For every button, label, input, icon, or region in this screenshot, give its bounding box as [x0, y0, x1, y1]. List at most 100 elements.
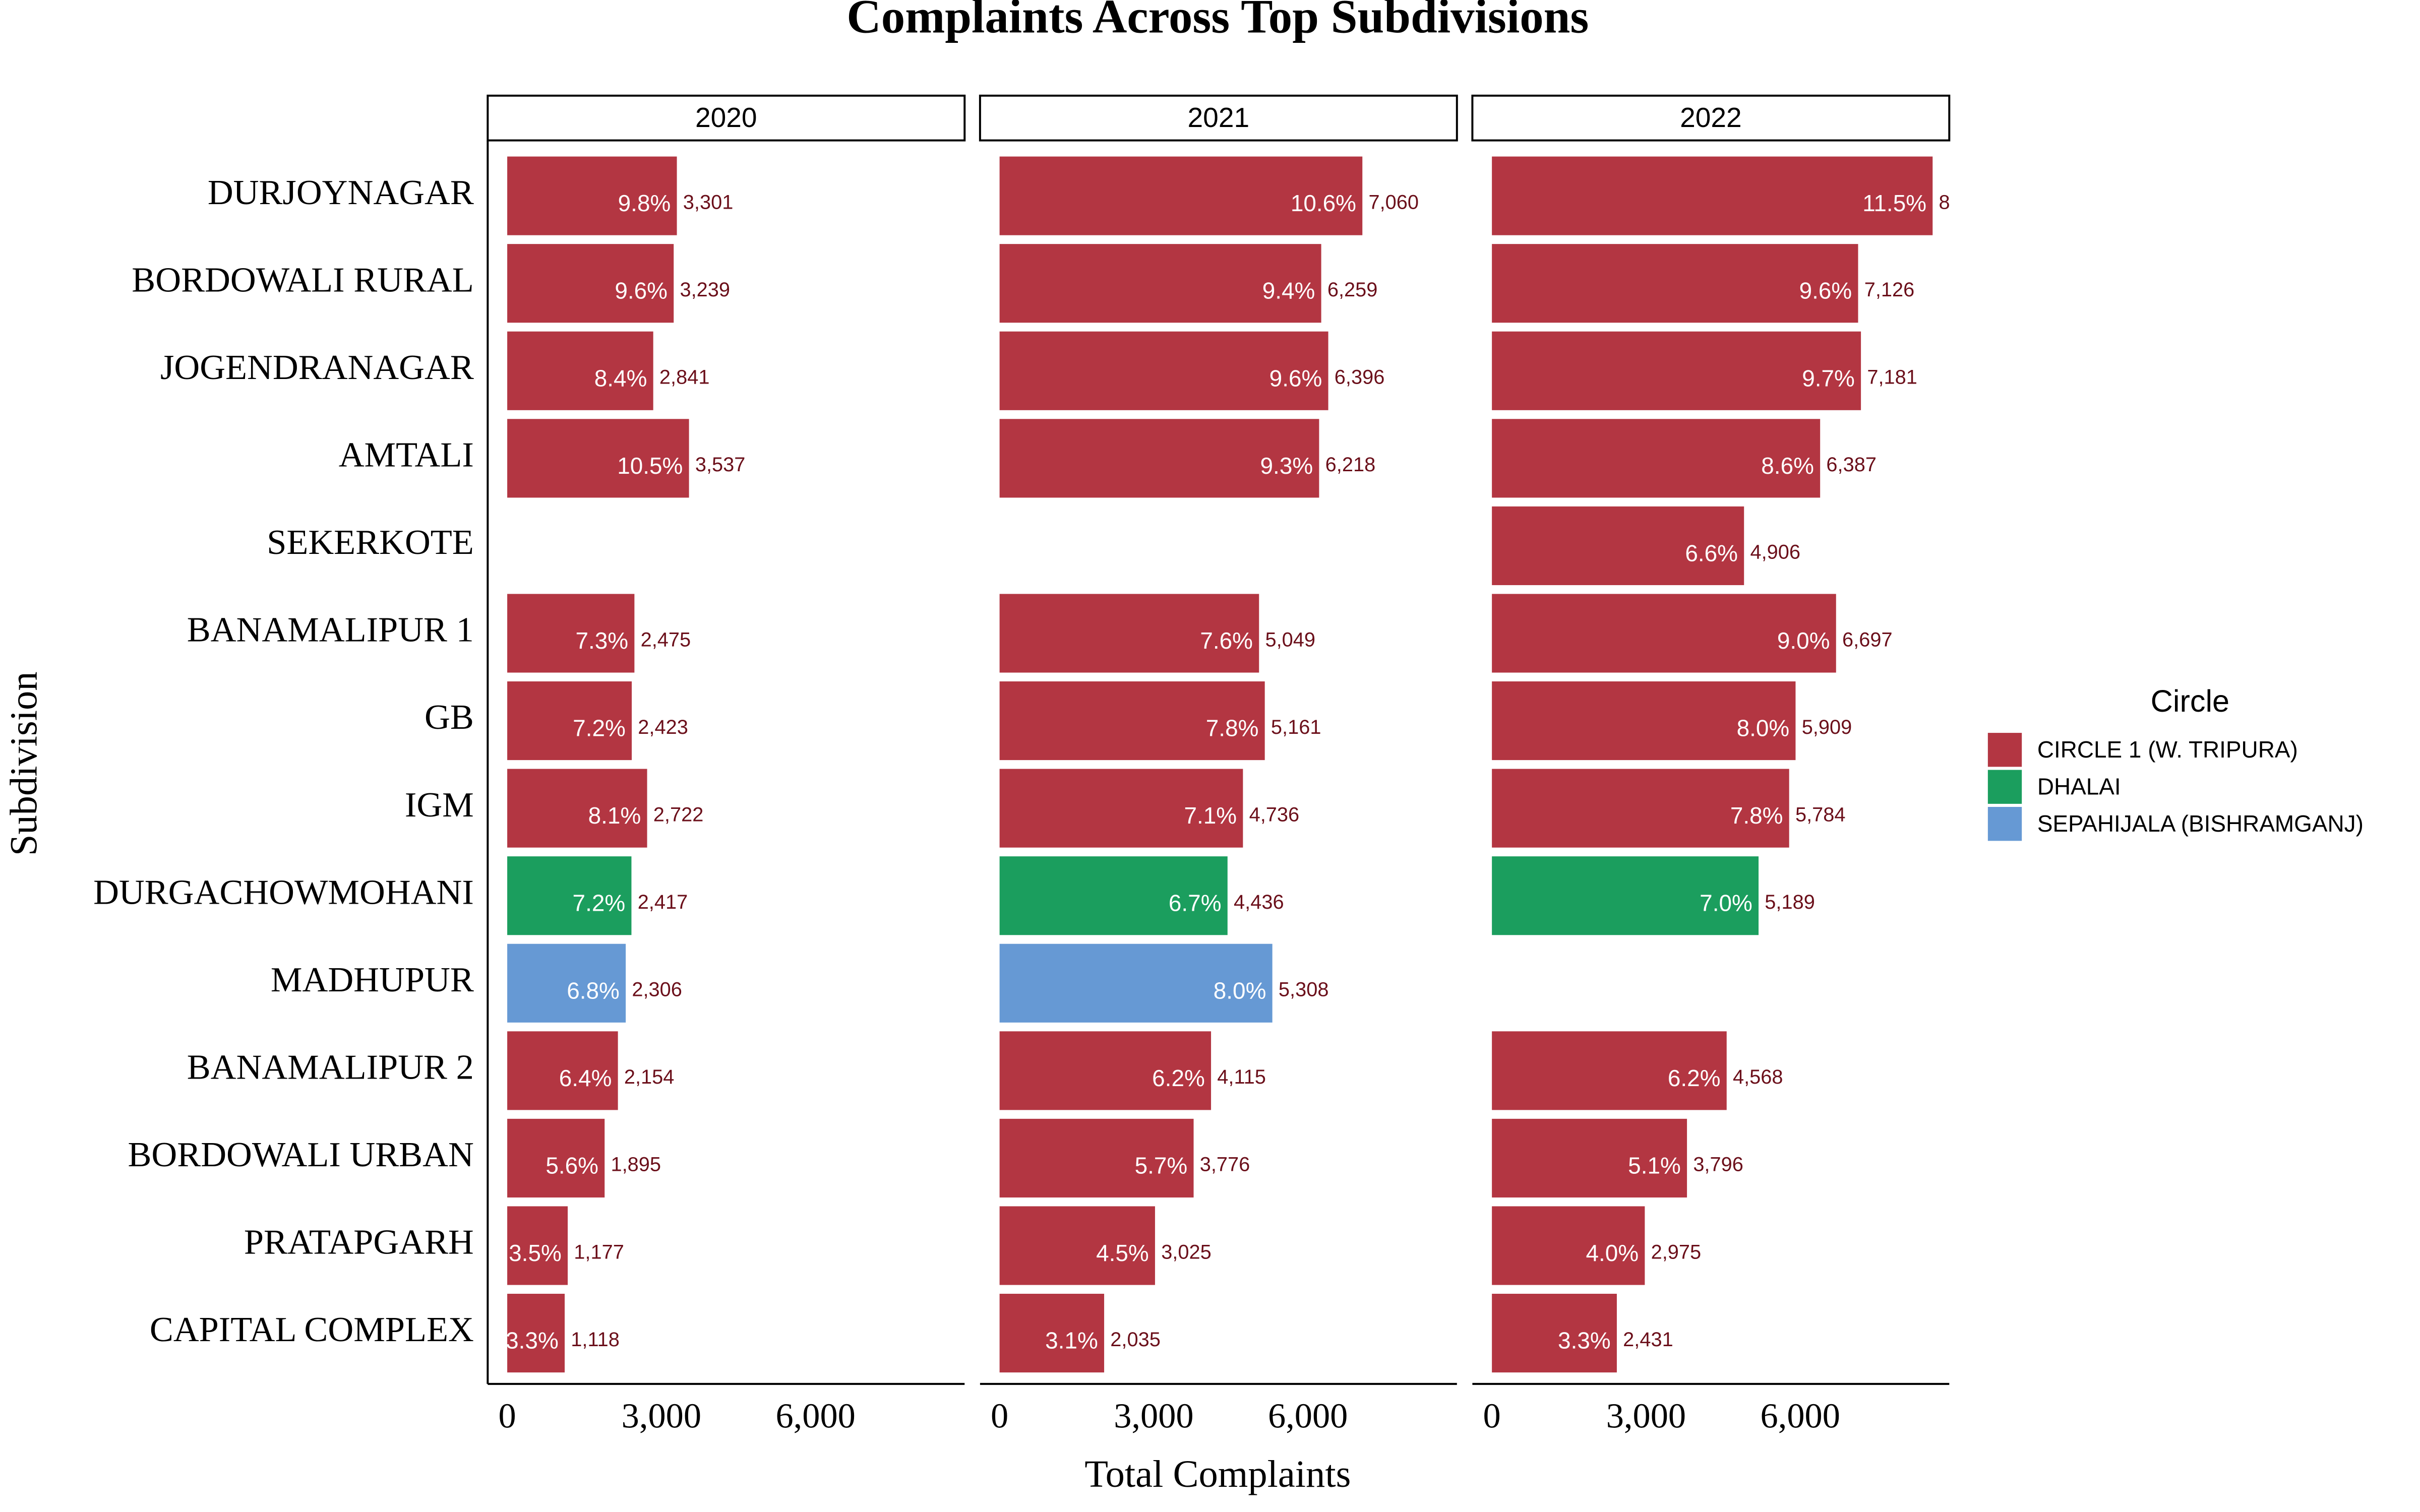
panel: 11.5% 8,576 9.6% 7,126 9.7% 7,181 8.6% 6,387 6.6…	[1492, 156, 1989, 1373]
bar	[1492, 594, 1836, 673]
y-tick-label: GB	[425, 698, 474, 737]
value-label: 2,975	[1651, 1241, 1702, 1263]
value-label: 1,177	[574, 1241, 624, 1263]
value-label: 2,417	[638, 891, 688, 913]
panel-title: 2021	[1188, 102, 1250, 133]
share-label: 9.4%	[1262, 278, 1315, 304]
chart-title: Complaints Across Top Subdivisions	[846, 0, 1589, 43]
share-label: 7.3%	[575, 627, 628, 654]
share-label: 5.6%	[546, 1152, 598, 1178]
share-label: 9.6%	[615, 278, 668, 304]
share-label: 7.1%	[1184, 802, 1237, 829]
value-label: 6,396	[1335, 366, 1385, 389]
value-label: 2,306	[632, 979, 682, 1001]
value-label: 2,722	[653, 803, 704, 826]
x-tick-label: 6,000	[775, 1396, 855, 1435]
value-label: 4,115	[1217, 1066, 1266, 1088]
share-label: 7.8%	[1206, 715, 1259, 741]
bar	[1492, 1293, 1617, 1373]
bar	[507, 1031, 618, 1110]
y-axis-label: Subdivision	[3, 671, 45, 856]
share-label: 7.6%	[1200, 627, 1253, 654]
share-label: 9.6%	[1799, 278, 1852, 304]
value-label: 7,126	[1864, 279, 1915, 301]
panel: 9.8% 3,301 9.6% 3,239 8.4% 2,841 10.5% 3,537 7.3…	[506, 156, 746, 1373]
bar	[1492, 506, 1744, 585]
y-tick-label: AMTALI	[339, 435, 474, 474]
bar	[1492, 769, 1789, 848]
value-label: 3,537	[695, 454, 746, 476]
share-label: 11.5%	[1862, 190, 1926, 216]
bar	[507, 594, 635, 673]
share-label: 7.2%	[573, 715, 626, 741]
bar	[507, 1118, 605, 1198]
y-tick-label: CAPITAL COMPLEX	[150, 1310, 474, 1349]
bar	[507, 681, 632, 761]
share-label: 10.6%	[1291, 190, 1356, 216]
value-label: 5,909	[1802, 716, 1852, 738]
share-label: 3.5%	[509, 1240, 562, 1266]
bar	[999, 943, 1273, 1023]
value-label: 6,387	[1826, 454, 1877, 476]
value-label: 1,895	[611, 1154, 661, 1176]
share-label: 8.6%	[1761, 453, 1814, 479]
value-label: 3,796	[1693, 1154, 1743, 1176]
share-label: 6.4%	[559, 1065, 612, 1091]
bar	[999, 856, 1228, 935]
value-label: 6,259	[1327, 279, 1378, 301]
y-tick-label: BANAMALIPUR 1	[187, 610, 474, 650]
bar	[507, 156, 677, 235]
share-label: 3.3%	[1558, 1328, 1611, 1354]
bar	[999, 419, 1319, 498]
bar	[507, 244, 674, 323]
bar	[999, 681, 1265, 761]
bar	[1492, 331, 1861, 410]
value-label: 7,060	[1368, 191, 1419, 213]
x-tick-label: 0	[498, 1396, 516, 1435]
y-tick-label: DURGACHOWMOHANI	[93, 872, 474, 912]
bar	[1492, 244, 1858, 323]
value-label: 3,301	[683, 191, 734, 213]
legend-title: Circle	[2151, 684, 2229, 718]
bar	[1492, 681, 1796, 761]
y-tick-label: BORDOWALI RURAL	[132, 260, 473, 299]
strip	[1471, 94, 1951, 142]
bar	[999, 1118, 1194, 1198]
value-label: 2,154	[624, 1066, 675, 1088]
share-label: 6.8%	[567, 977, 620, 1003]
share-label: 4.0%	[1586, 1240, 1639, 1266]
y-tick-label: JOGENDRANAGAR	[160, 348, 474, 387]
value-label: 2,431	[1623, 1329, 1673, 1351]
value-label: 2,423	[638, 716, 688, 738]
bar	[1492, 1031, 1727, 1110]
share-label: 7.2%	[573, 890, 626, 916]
value-label: 2,035	[1110, 1329, 1161, 1351]
bar	[999, 244, 1321, 323]
value-label: 3,239	[680, 279, 730, 301]
share-label: 9.7%	[1802, 365, 1855, 391]
value-label: 5,161	[1271, 716, 1321, 738]
y-tick-label: MADHUPUR	[271, 960, 474, 999]
x-axis-label: Total Complaints	[1084, 1453, 1351, 1495]
legend-key	[1987, 807, 2022, 841]
strip	[979, 94, 1458, 142]
value-label: 4,906	[1750, 541, 1800, 563]
panel-title: 2022	[1680, 102, 1742, 133]
share-label: 5.7%	[1135, 1152, 1188, 1178]
value-label: 2,475	[641, 628, 691, 651]
value-label: 5,049	[1265, 628, 1316, 651]
value-label: 8,576	[1939, 191, 1989, 213]
y-tick-label: SEKERKOTE	[267, 523, 474, 562]
bar	[999, 769, 1243, 848]
bar	[999, 331, 1328, 410]
share-label: 6.2%	[1152, 1065, 1205, 1091]
x-tick-label: 6,000	[1761, 1396, 1840, 1435]
panel-title: 2020	[695, 102, 757, 133]
x-tick-label: 3,000	[1606, 1396, 1686, 1435]
y-tick-label: IGM	[405, 785, 474, 825]
share-label: 8.4%	[594, 365, 647, 391]
legend-label: CIRCLE 1 (W. TRIPURA)	[2037, 736, 2298, 763]
bar	[507, 1293, 565, 1373]
value-label: 1,118	[571, 1329, 620, 1351]
value-label: 5,189	[1765, 891, 1815, 913]
